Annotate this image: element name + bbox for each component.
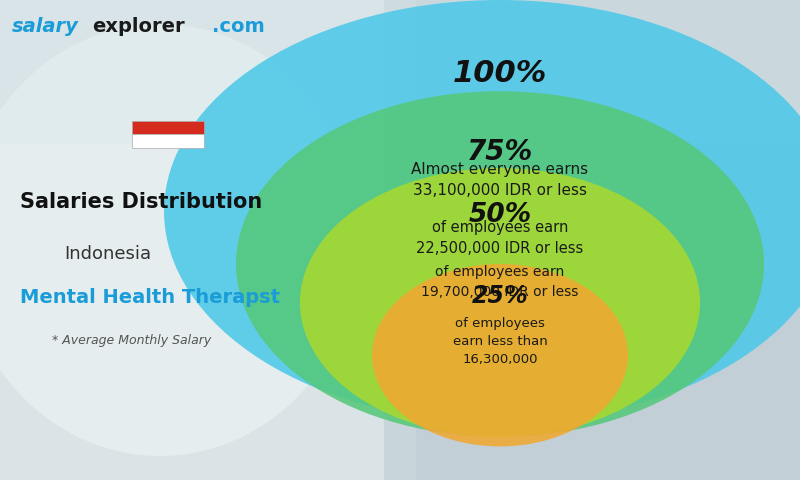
Text: 50%: 50% xyxy=(469,202,531,228)
Bar xyxy=(132,134,204,148)
Text: Salaries Distribution: Salaries Distribution xyxy=(20,192,262,212)
Bar xyxy=(0,0,416,480)
Text: of employees
earn less than
16,300,000: of employees earn less than 16,300,000 xyxy=(453,317,547,366)
Ellipse shape xyxy=(236,91,764,437)
Text: * Average Monthly Salary: * Average Monthly Salary xyxy=(52,334,211,347)
Text: 25%: 25% xyxy=(472,284,528,308)
Text: of employees earn
19,700,000 IDR or less: of employees earn 19,700,000 IDR or less xyxy=(422,265,578,299)
Text: .com: .com xyxy=(212,17,265,36)
Text: 100%: 100% xyxy=(453,60,547,88)
Text: Almost everyone earns
33,100,000 IDR or less: Almost everyone earns 33,100,000 IDR or … xyxy=(411,161,589,197)
Bar xyxy=(132,121,204,134)
Bar xyxy=(0,0,800,144)
Bar xyxy=(384,0,800,480)
Text: of employees earn
22,500,000 IDR or less: of employees earn 22,500,000 IDR or less xyxy=(416,220,584,256)
Ellipse shape xyxy=(372,264,628,446)
Ellipse shape xyxy=(0,24,360,456)
Ellipse shape xyxy=(164,0,800,422)
Text: Mental Health Therapst: Mental Health Therapst xyxy=(20,288,280,307)
Text: 75%: 75% xyxy=(467,138,533,166)
Text: Indonesia: Indonesia xyxy=(64,245,151,263)
Text: salary: salary xyxy=(12,17,79,36)
Text: explorer: explorer xyxy=(92,17,185,36)
Ellipse shape xyxy=(300,168,700,437)
